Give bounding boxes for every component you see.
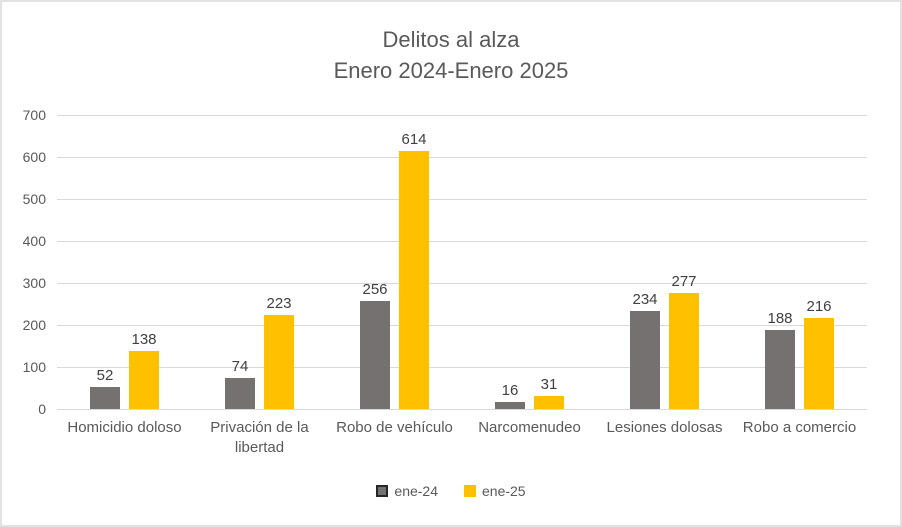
legend-item-ene-25: ene-25 xyxy=(464,483,526,499)
bar-ene-25-1 xyxy=(129,351,159,409)
bar-ene-24-2 xyxy=(225,377,255,409)
bar-group-3: 256 614 xyxy=(327,131,462,409)
chart-title-line2: Enero 2024-Enero 2025 xyxy=(333,58,569,83)
x-axis-category-label-3: Robo de vehículo xyxy=(336,419,453,436)
barwrap-ene-25-1: 138 xyxy=(129,331,159,409)
y-axis-tick-label: 300 xyxy=(22,275,46,291)
bar-ene-25-3 xyxy=(399,151,429,409)
gridline-200 xyxy=(57,324,867,326)
bar-group-4: 16 31 xyxy=(462,376,597,409)
data-label-ene-25-5: 277 xyxy=(671,272,697,290)
data-label-ene-24-3: 256 xyxy=(362,281,388,299)
legend-label-ene-24: ene-24 xyxy=(394,483,438,499)
barwrap-ene-25-5: 277 xyxy=(669,273,699,409)
x-axis-category-label-1: Homicidio doloso xyxy=(67,419,182,436)
y-axis-tick-label: 100 xyxy=(22,359,46,375)
gridline-300 xyxy=(57,282,867,284)
data-label-ene-24-6: 188 xyxy=(767,310,793,328)
x-axis-labels: Homicidio doloso Privación de la libertad… xyxy=(57,418,867,458)
chart-title: Delitos al alza Enero 2024-Enero 2025 xyxy=(2,24,900,86)
x-axis-category-label-2: Privación de la libertad xyxy=(210,419,309,456)
bar-group-2: 74 223 xyxy=(192,295,327,409)
barwrap-ene-24-2: 74 xyxy=(225,358,255,409)
gridline-0 xyxy=(57,408,867,410)
gridline-600 xyxy=(57,156,867,158)
x-axis-category-label-6: Robo a comercio xyxy=(742,419,857,436)
gridline-100 xyxy=(57,366,867,368)
data-label-ene-25-3: 614 xyxy=(401,131,427,149)
barwrap-ene-25-2: 223 xyxy=(264,295,294,409)
legend-item-ene-24: ene-24 xyxy=(376,483,438,499)
bar-ene-24-6 xyxy=(765,330,795,409)
data-label-ene-24-1: 52 xyxy=(96,367,114,385)
data-label-ene-25-1: 138 xyxy=(131,331,157,349)
data-label-ene-24-5: 234 xyxy=(632,290,658,308)
bar-ene-25-4 xyxy=(534,395,564,409)
bar-groups: 52 138 74 223 256 614 16 31 234 277 188 216 xyxy=(57,115,867,409)
bar-ene-24-4 xyxy=(495,402,525,409)
data-label-ene-25-6: 216 xyxy=(806,298,832,316)
barwrap-ene-25-3: 614 xyxy=(399,131,429,409)
data-label-ene-25-2: 223 xyxy=(266,295,292,313)
legend-marker-ene-24 xyxy=(376,485,389,497)
chart-title-line1: Delitos al alza xyxy=(382,27,520,52)
bar-ene-24-1 xyxy=(90,387,120,409)
barwrap-ene-25-6: 216 xyxy=(804,298,834,409)
legend-marker-ene-25 xyxy=(464,485,476,497)
y-axis-tick-label: 700 xyxy=(22,107,46,123)
y-axis-tick-label: 0 xyxy=(38,401,46,417)
gridline-700 xyxy=(57,114,867,116)
y-axis-tick-label: 500 xyxy=(22,191,46,207)
bar-ene-24-3 xyxy=(360,301,390,409)
data-label-ene-24-2: 74 xyxy=(231,357,249,375)
data-label-ene-25-4: 31 xyxy=(540,375,558,393)
bar-ene-25-2 xyxy=(264,315,294,409)
y-axis-tick-label: 400 xyxy=(22,233,46,249)
legend: ene-24 ene-25 xyxy=(2,483,900,499)
bar-group-1: 52 138 xyxy=(57,331,192,409)
x-axis-category-label-5: Lesiones dolosas xyxy=(606,419,723,436)
y-axis-tick-label: 600 xyxy=(22,149,46,165)
barwrap-ene-24-1: 52 xyxy=(90,367,120,409)
gridline-500 xyxy=(57,198,867,200)
bar-ene-25-5 xyxy=(669,292,699,409)
bar-ene-25-6 xyxy=(804,318,834,409)
barwrap-ene-24-3: 256 xyxy=(360,281,390,409)
barwrap-ene-24-4: 16 xyxy=(495,382,525,409)
legend-label-ene-25: ene-25 xyxy=(482,483,526,499)
bar-group-5: 234 277 xyxy=(597,273,732,409)
barwrap-ene-25-4: 31 xyxy=(534,376,564,409)
barwrap-ene-24-6: 188 xyxy=(765,310,795,409)
bar-ene-24-5 xyxy=(630,310,660,409)
bar-group-6: 188 216 xyxy=(732,298,867,409)
gridline-400 xyxy=(57,240,867,242)
y-axis-tick-label: 200 xyxy=(22,317,46,333)
data-label-ene-24-4: 16 xyxy=(501,382,519,400)
barwrap-ene-24-5: 234 xyxy=(630,291,660,409)
x-axis-category-label-4: Narcomenudeo xyxy=(478,419,581,436)
